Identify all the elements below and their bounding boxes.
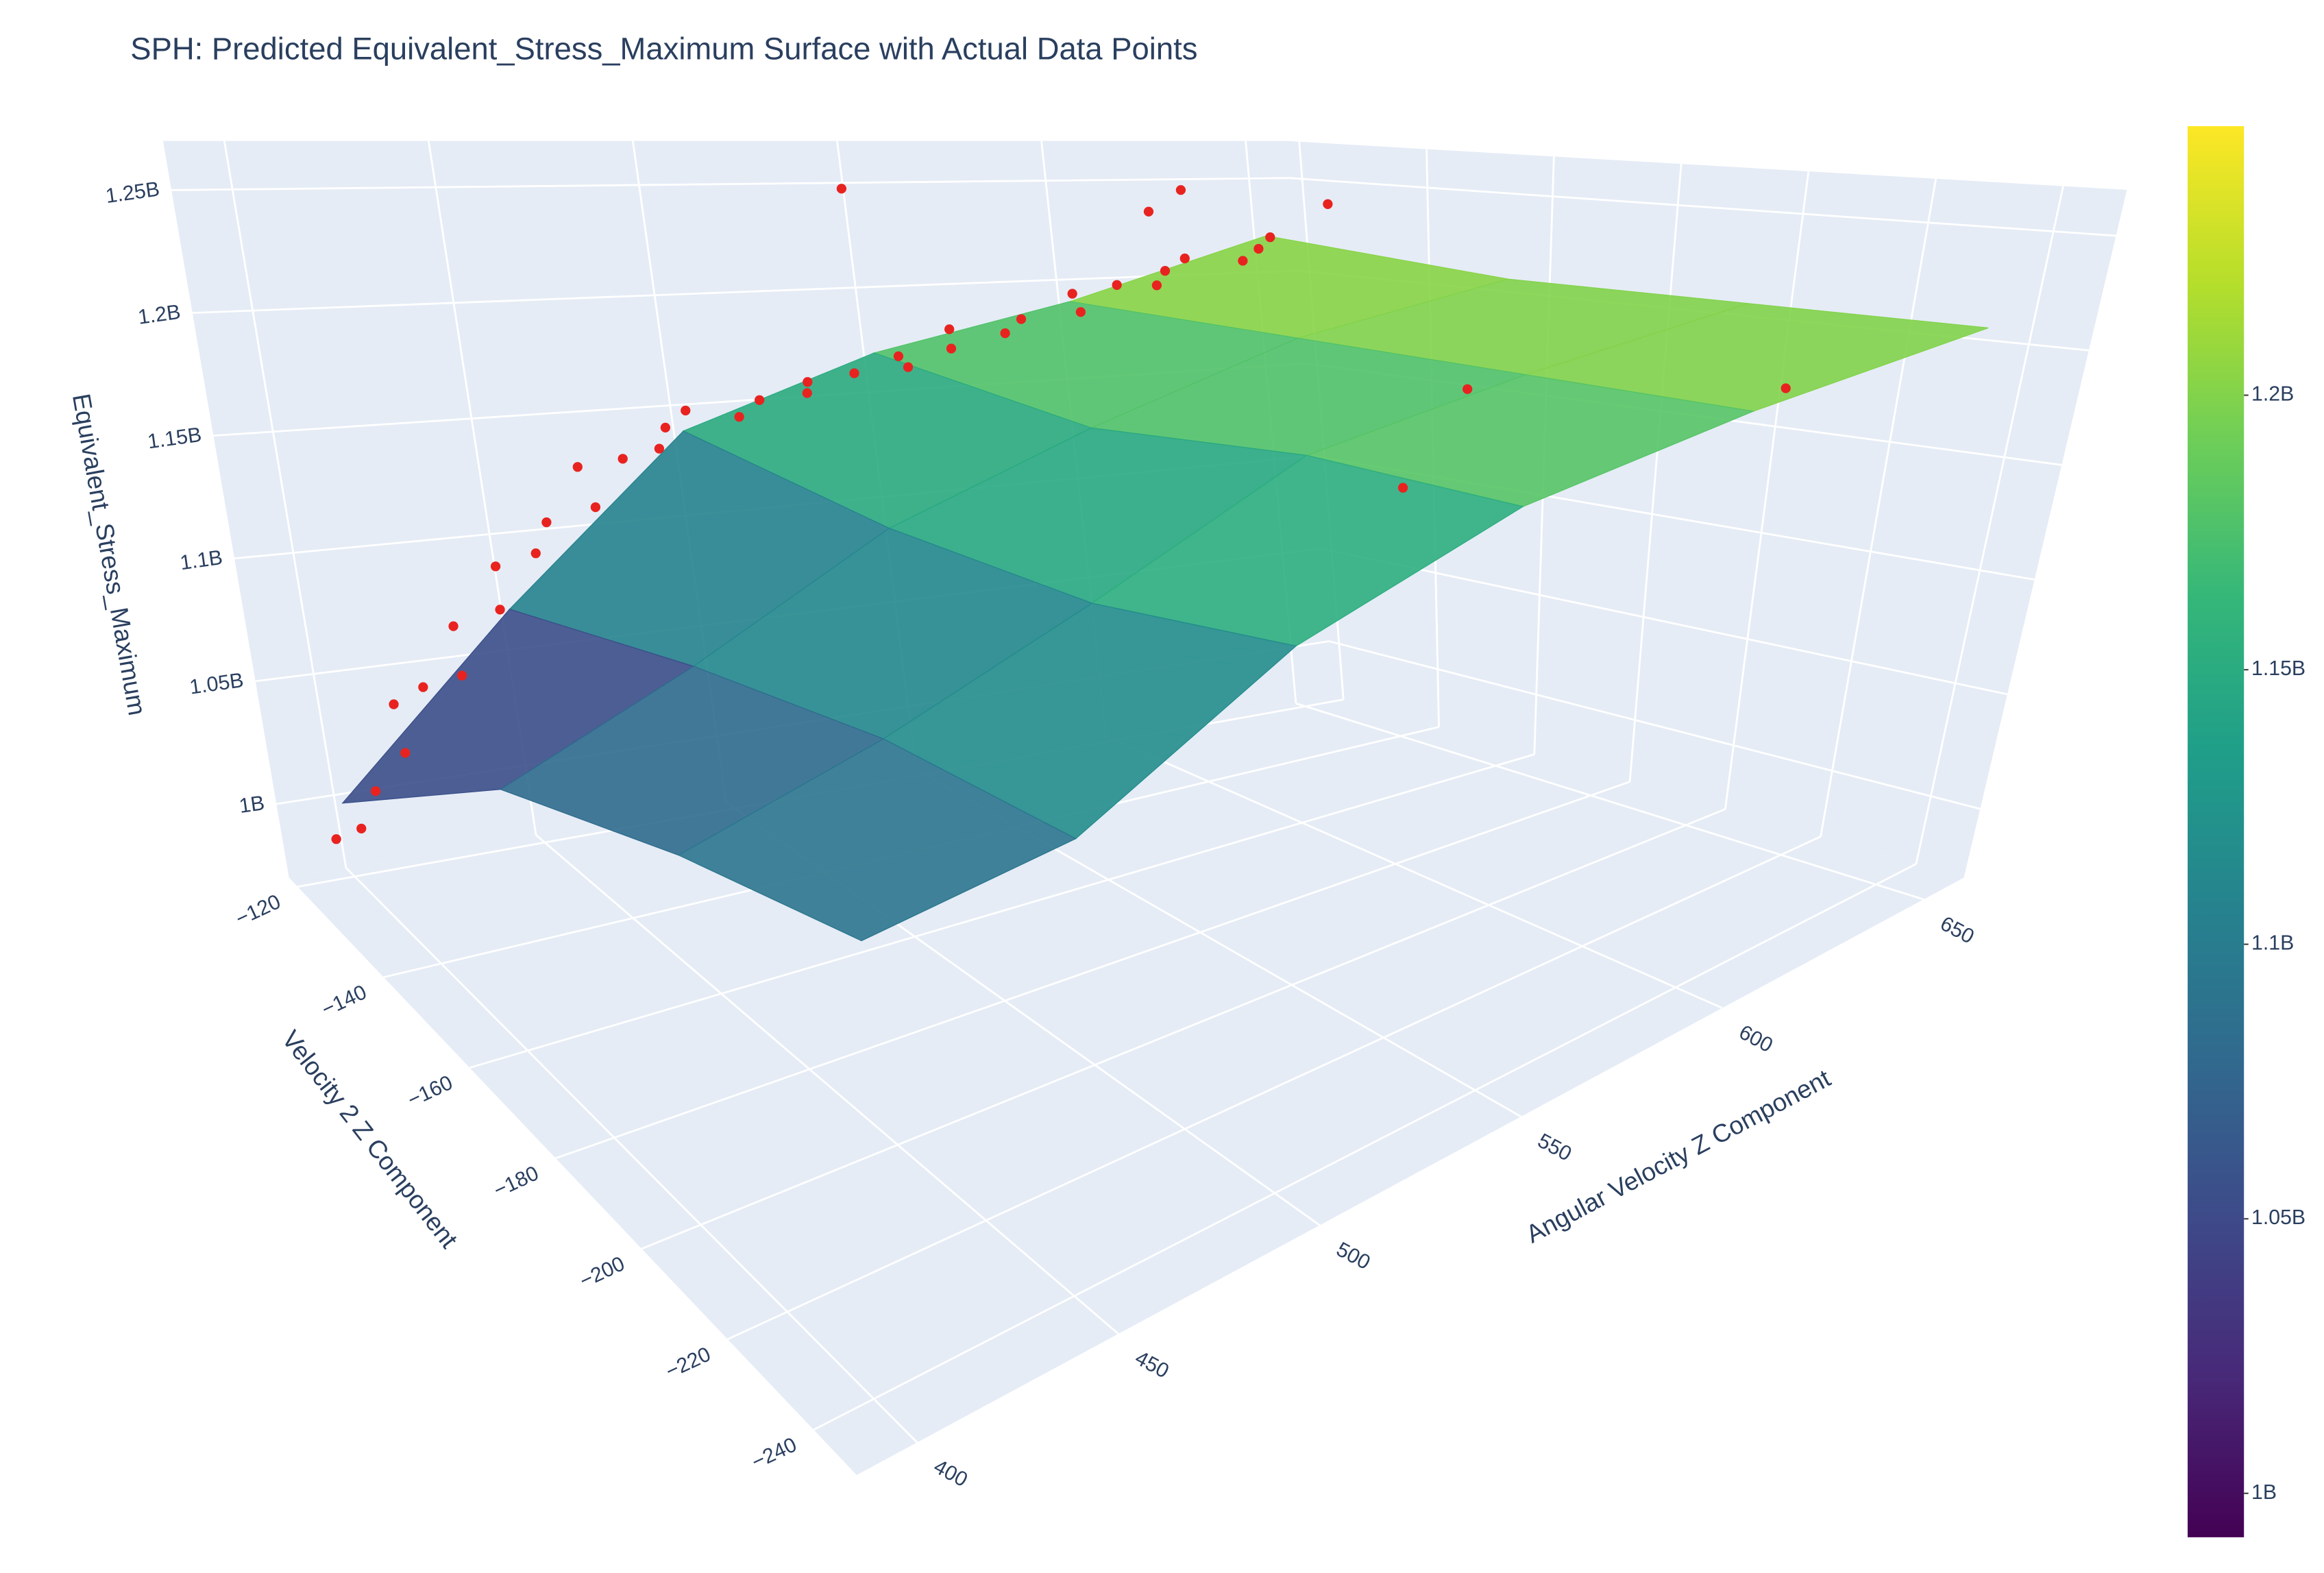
data-point xyxy=(849,368,859,378)
data-point xyxy=(617,454,628,464)
z-tick-label: 1.1B xyxy=(179,546,224,574)
data-point xyxy=(836,184,847,194)
z-tick-label: 1.05B xyxy=(188,669,245,699)
y-tick-label: −180 xyxy=(490,1162,542,1202)
data-point xyxy=(1112,280,1122,290)
grid-line xyxy=(171,177,1290,191)
scene: 400 450 500 550 600 650 −240 −220 −200 −180 −160 −1… xyxy=(67,141,2127,1491)
data-point xyxy=(1397,483,1408,493)
data-point xyxy=(1143,206,1154,217)
colorbar-tick-label: 1.05B xyxy=(2251,1206,2305,1229)
grid-line xyxy=(641,808,1726,1250)
x-tick-label: 550 xyxy=(1534,1130,1575,1166)
chart-title: SPH: Predicted Equivalent_Stress_Maximum… xyxy=(130,32,1197,66)
grid-line xyxy=(1321,548,2008,696)
y-axis-title: Velocity 2 Z Component xyxy=(276,1025,463,1254)
y-tick-label: −220 xyxy=(662,1343,714,1383)
data-point xyxy=(681,405,691,416)
data-point xyxy=(389,699,399,709)
data-point xyxy=(1238,256,1248,266)
data-point xyxy=(495,605,505,615)
data-point xyxy=(490,561,501,572)
grid-line xyxy=(1628,164,1683,782)
y-tick-label: −240 xyxy=(748,1433,800,1474)
data-point xyxy=(1067,289,1077,299)
x-tick-label: 650 xyxy=(1937,912,1978,949)
grid-line xyxy=(727,836,1822,1341)
colorbar-tick-label: 1B xyxy=(2251,1481,2277,1504)
data-point xyxy=(457,670,467,681)
grid-line xyxy=(1724,171,1810,809)
data-point xyxy=(331,834,341,844)
data-point xyxy=(572,462,583,472)
z-tick-label: 1.25B xyxy=(104,178,161,208)
data-point xyxy=(946,343,957,354)
data-point xyxy=(803,377,813,387)
x-tick-label: 500 xyxy=(1332,1238,1373,1274)
data-point xyxy=(370,786,381,796)
x-tick-label: 400 xyxy=(930,1455,971,1491)
data-point xyxy=(590,502,601,513)
data-point xyxy=(1175,185,1186,195)
data-point xyxy=(1265,232,1275,243)
data-point xyxy=(903,362,914,372)
data-point xyxy=(541,517,552,528)
data-point xyxy=(1253,243,1264,254)
z-tick-label: 1.15B xyxy=(146,424,203,454)
grid-line xyxy=(192,269,1298,314)
grid-line xyxy=(469,753,1535,1069)
data-point xyxy=(1160,266,1171,276)
data-point xyxy=(1016,314,1027,324)
data-point xyxy=(1781,383,1791,393)
y-tick-label: −160 xyxy=(404,1071,456,1112)
data-point xyxy=(1000,328,1010,339)
z-tick-label: 1B xyxy=(238,792,266,818)
grid-line xyxy=(555,781,1630,1160)
x-tick-label: 450 xyxy=(1132,1347,1173,1383)
data-point xyxy=(654,443,665,454)
data-point xyxy=(944,324,955,334)
data-point xyxy=(448,621,458,631)
colorbar xyxy=(2188,126,2245,1537)
grid-line xyxy=(1820,178,1937,837)
y-tick-label: −120 xyxy=(232,890,284,931)
data-point xyxy=(734,412,744,422)
grid-line xyxy=(223,141,347,868)
colorbar-tick-label: 1.15B xyxy=(2251,657,2305,680)
y-tick-label: −200 xyxy=(576,1252,628,1293)
grid-line xyxy=(1329,640,1981,810)
colorbar-tick-label: 1.2B xyxy=(2251,383,2294,406)
data-point xyxy=(893,351,904,361)
data-point xyxy=(660,422,671,433)
floor xyxy=(289,696,1964,1476)
data-point xyxy=(356,823,367,833)
data-point xyxy=(530,548,541,559)
data-point xyxy=(418,682,428,692)
grid-line xyxy=(813,863,1917,1431)
data-point xyxy=(1075,307,1086,317)
data-point xyxy=(1151,280,1162,291)
data-point xyxy=(1323,199,1333,209)
surface-patch xyxy=(677,738,1077,942)
data-point xyxy=(755,395,765,405)
z-tick-label: 1.2B xyxy=(136,301,182,329)
data-point xyxy=(1462,384,1473,394)
data-point xyxy=(400,748,411,758)
grid-line xyxy=(1915,186,2064,864)
y-tick-label: −140 xyxy=(318,981,370,1021)
grid-line xyxy=(1289,177,2116,237)
data-point xyxy=(1179,253,1190,264)
data-point xyxy=(802,388,812,398)
colorbar-tick-label: 1.1B xyxy=(2251,932,2294,955)
z-axis-title: Equivalent_Stress_Maximum xyxy=(67,391,151,718)
x-tick-label: 600 xyxy=(1735,1021,1776,1057)
